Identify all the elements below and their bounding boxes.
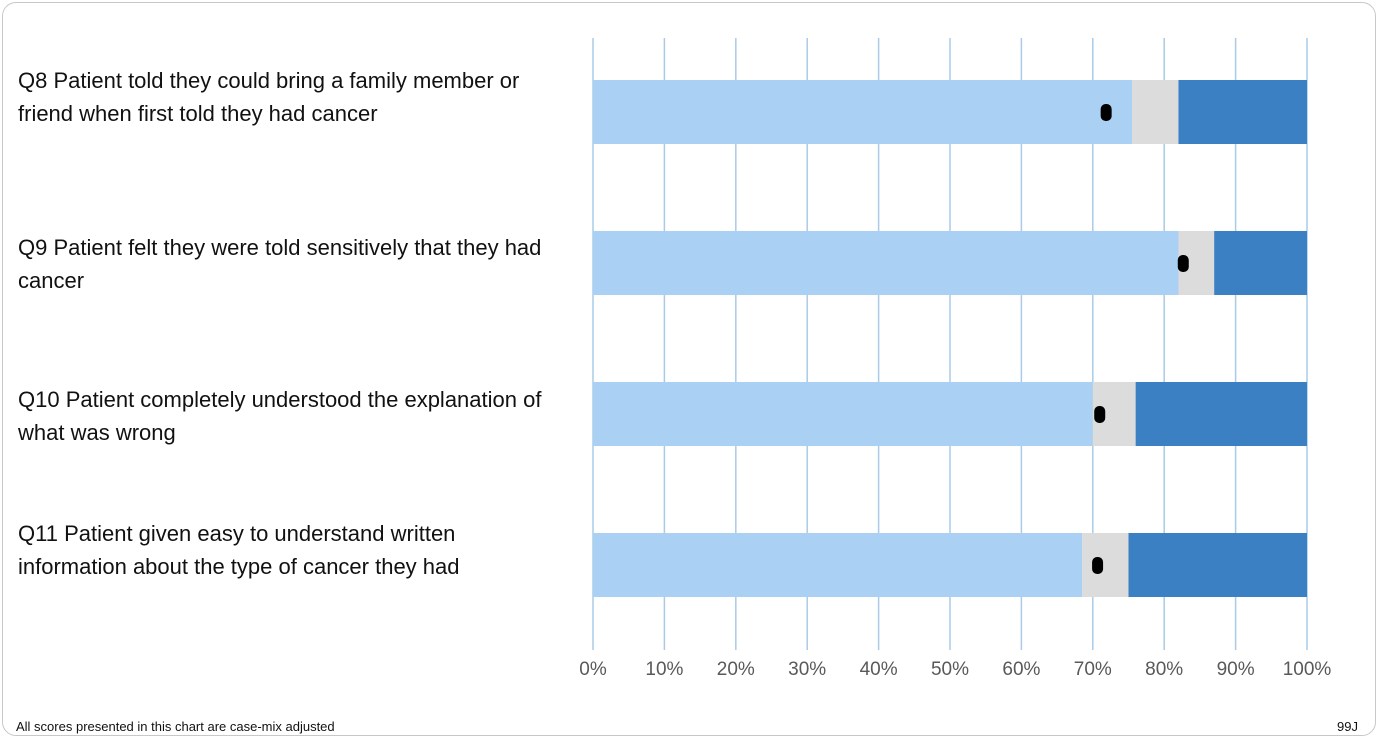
national-average-marker-q1 <box>1100 104 1112 121</box>
x-tick-label-1: 10% <box>645 659 683 680</box>
bar-segment-q2-series-1 <box>593 231 1179 295</box>
x-tick-label-4: 40% <box>860 659 898 680</box>
trust-code: 99J <box>1337 719 1358 734</box>
x-tick-label-5: 50% <box>931 659 969 680</box>
bar-segment-q1-series-1 <box>593 80 1133 144</box>
footnote: All scores presented in this chart are c… <box>16 719 335 734</box>
bar-segment-q3-series-3 <box>1135 382 1307 446</box>
national-average-marker-q3 <box>1094 406 1106 423</box>
x-tick-label-2: 20% <box>717 659 755 680</box>
question-label-q8: Q8 Patient told they could bring a famil… <box>18 68 520 126</box>
x-tick-label-7: 70% <box>1074 659 1112 680</box>
x-tick-label-9: 90% <box>1217 659 1255 680</box>
bar-segment-q2-series-3 <box>1214 231 1307 295</box>
x-tick-label-3: 30% <box>788 659 826 680</box>
national-average-marker-q2 <box>1177 255 1189 272</box>
x-tick-label-6: 60% <box>1002 659 1040 680</box>
x-tick-label-0: 0% <box>579 659 607 680</box>
x-tick-label-10: 100% <box>1283 659 1332 680</box>
question-label-q9: Q9 Patient felt they were told sensitive… <box>18 235 542 293</box>
bar-segment-q4-series-2 <box>1082 533 1129 597</box>
bar-segment-q3-series-1 <box>593 382 1093 446</box>
question-label-q10: Q10 Patient completely understood the ex… <box>18 387 542 445</box>
bar-segment-q4-series-3 <box>1128 533 1307 597</box>
question-label-q11: Q11 Patient given easy to understand wri… <box>18 521 460 579</box>
bar-segment-q1-series-3 <box>1178 80 1307 144</box>
bar-segment-q1-series-2 <box>1132 80 1179 144</box>
stacked-bar-chart: 0% 10% 20% 30% 40% 50% 60% 70% 80% 90% 100% <box>579 38 1332 680</box>
bar-segment-q4-series-1 <box>593 533 1083 597</box>
x-tick-label-8: 80% <box>1145 659 1183 680</box>
national-average-marker-q4 <box>1092 557 1104 574</box>
